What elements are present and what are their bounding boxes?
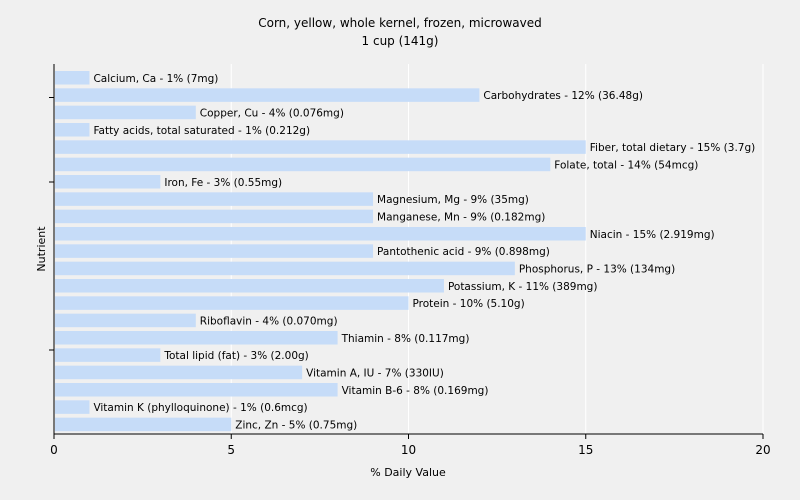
- x-tick-label: 0: [50, 443, 58, 457]
- bar-label: Protein - 10% (5.10g): [413, 298, 525, 310]
- x-tick-label: 5: [227, 443, 235, 457]
- bar-label: Vitamin A, IU - 7% (330IU): [306, 367, 444, 379]
- bar: [55, 261, 515, 276]
- bar-label: Iron, Fe - 3% (0.55mg): [164, 177, 282, 189]
- bar: [55, 296, 409, 310]
- bar-label: Fatty acids, total saturated - 1% (0.212…: [93, 125, 310, 137]
- bar-label: Riboflavin - 4% (0.070mg): [200, 315, 338, 327]
- bar: [55, 365, 303, 380]
- bar: [55, 192, 374, 206]
- bar-label: Vitamin B-6 - 8% (0.169mg): [342, 385, 489, 397]
- bar: [55, 157, 551, 172]
- bar-label: Pantothenic acid - 9% (0.898mg): [377, 246, 550, 258]
- bar: [55, 71, 90, 85]
- bar: [55, 417, 232, 432]
- bar: [55, 348, 161, 362]
- bar-label: Magnesium, Mg - 9% (35mg): [377, 194, 529, 206]
- bar: [55, 331, 338, 345]
- bar-label: Manganese, Mn - 9% (0.182mg): [377, 211, 545, 223]
- x-ticks: 0 5 10 15 20: [50, 434, 771, 457]
- chart-subtitle: 1 cup (141g): [362, 34, 439, 48]
- bars: Calcium, Ca - 1% (7mg) Carbohydrates - 12…: [55, 71, 755, 431]
- bar: [55, 175, 161, 189]
- bar: [55, 313, 196, 328]
- x-tick-label: 10: [401, 443, 416, 457]
- bar-label: Total lipid (fat) - 3% (2.00g): [163, 350, 308, 362]
- bar: [55, 209, 374, 224]
- chart-title: Corn, yellow, whole kernel, frozen, micr…: [258, 16, 542, 30]
- bar-label: Copper, Cu - 4% (0.076mg): [200, 107, 344, 119]
- bar: [55, 88, 480, 102]
- bar: [55, 227, 586, 241]
- bar: [55, 383, 338, 397]
- bar: [55, 105, 196, 120]
- bar-label: Fiber, total dietary - 15% (3.7g): [590, 142, 755, 154]
- bar-label: Potassium, K - 11% (389mg): [448, 281, 598, 293]
- bar: [55, 123, 90, 137]
- bar-label: Niacin - 15% (2.919mg): [590, 229, 715, 241]
- bar-label: Calcium, Ca - 1% (7mg): [93, 73, 218, 85]
- bar-label: Carbohydrates - 12% (36.48g): [483, 90, 643, 102]
- bar-label: Phosphorus, P - 13% (134mg): [519, 263, 675, 275]
- bar: [55, 140, 586, 154]
- bar-label: Folate, total - 14% (54mcg): [554, 159, 698, 171]
- x-tick-label: 20: [755, 443, 770, 457]
- bar-label: Thiamin - 8% (0.117mg): [341, 333, 470, 345]
- bar: [55, 279, 444, 293]
- bar-label: Vitamin K (phylloquinone) - 1% (0.6mcg): [93, 402, 307, 414]
- bar: [55, 244, 374, 258]
- bar: [55, 400, 90, 414]
- bar-label: Zinc, Zn - 5% (0.75mg): [235, 419, 357, 431]
- x-axis-title: % Daily Value: [370, 466, 446, 479]
- x-tick-label: 15: [578, 443, 593, 457]
- y-axis-title: Nutrient: [35, 226, 48, 272]
